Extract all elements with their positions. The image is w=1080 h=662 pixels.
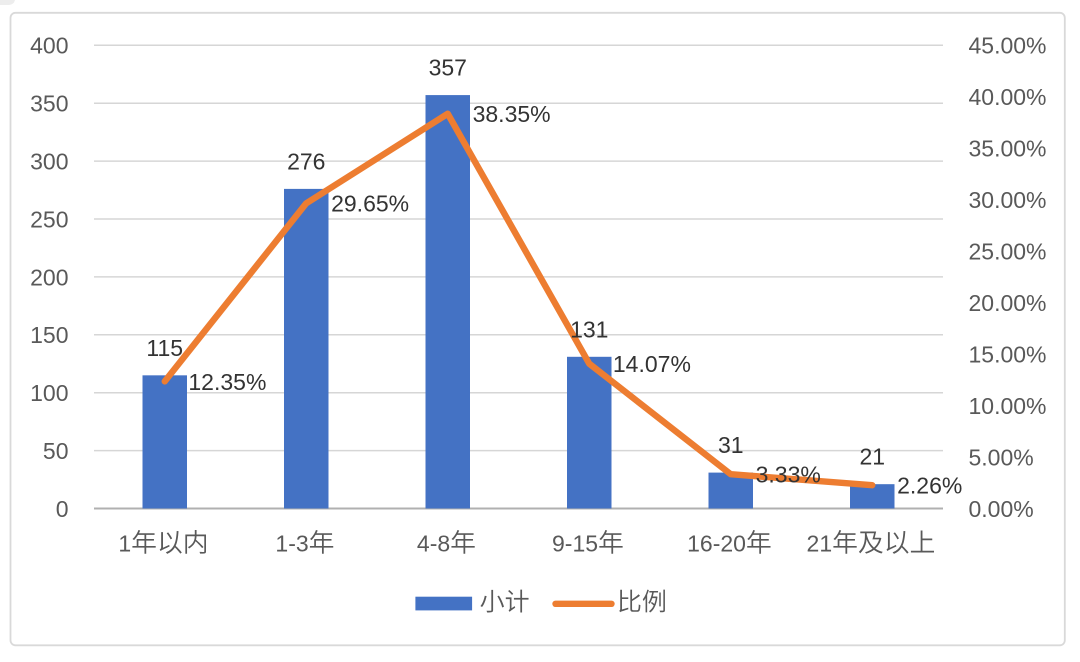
svg-text:25.00%: 25.00% (969, 239, 1047, 265)
svg-text:20.00%: 20.00% (969, 290, 1047, 316)
svg-text:5.00%: 5.00% (969, 444, 1034, 470)
svg-text:40.00%: 40.00% (969, 84, 1047, 110)
svg-text:357: 357 (429, 55, 467, 81)
svg-text:250: 250 (30, 206, 68, 232)
svg-text:1: 1 (118, 531, 131, 557)
svg-text:3.33%: 3.33% (756, 462, 821, 488)
svg-text:31: 31 (718, 432, 744, 458)
svg-text:35.00%: 35.00% (969, 136, 1047, 162)
svg-text:115: 115 (146, 335, 183, 361)
svg-text:350: 350 (30, 91, 68, 117)
svg-text:100: 100 (30, 380, 68, 406)
svg-text:30.00%: 30.00% (969, 187, 1047, 213)
svg-text:2.26%: 2.26% (897, 473, 962, 499)
svg-text:16-20: 16-20 (687, 531, 746, 557)
svg-text:12.35%: 12.35% (188, 369, 266, 395)
svg-text:38.35%: 38.35% (473, 101, 551, 127)
svg-text:4-8: 4-8 (417, 531, 450, 557)
svg-text:21: 21 (807, 531, 833, 557)
svg-text:131: 131 (570, 316, 608, 342)
svg-text:21: 21 (859, 444, 885, 470)
svg-text:400: 400 (30, 33, 68, 59)
svg-text:50: 50 (43, 438, 69, 464)
svg-text:276: 276 (287, 148, 325, 174)
svg-text:45.00%: 45.00% (969, 33, 1047, 59)
svg-text:29.65%: 29.65% (331, 191, 409, 217)
svg-text:15.00%: 15.00% (969, 342, 1047, 368)
svg-text:1-3: 1-3 (275, 531, 308, 557)
svg-text:10.00%: 10.00% (969, 393, 1047, 419)
svg-text:9-15: 9-15 (552, 531, 598, 557)
svg-text:14.07%: 14.07% (613, 351, 691, 377)
svg-text:300: 300 (30, 149, 68, 175)
svg-text:200: 200 (30, 264, 68, 290)
svg-text:0: 0 (56, 496, 69, 522)
svg-text:0.00%: 0.00% (969, 496, 1034, 522)
svg-text:150: 150 (30, 322, 68, 348)
